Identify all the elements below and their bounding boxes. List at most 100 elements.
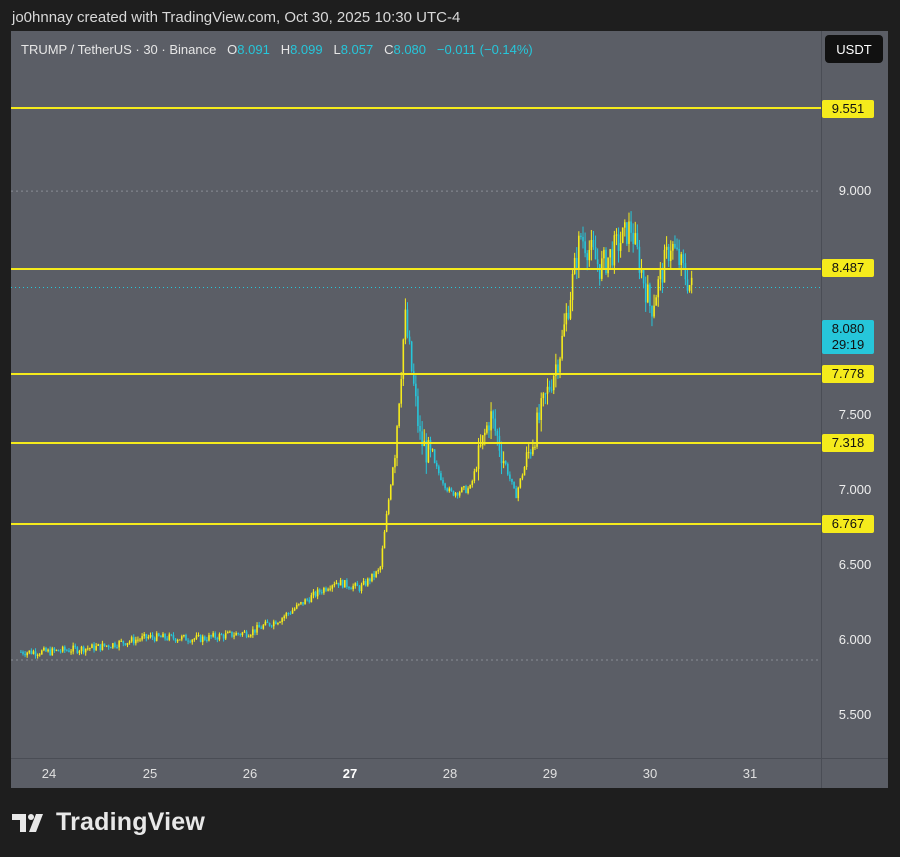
candle-body — [552, 376, 555, 391]
candle-body — [588, 250, 591, 261]
candle-body — [375, 571, 377, 577]
candle-body — [678, 248, 680, 266]
candle-body — [298, 603, 300, 605]
candle-body — [260, 627, 263, 629]
candle-body — [333, 584, 336, 586]
candle-body — [607, 257, 609, 274]
candle-body — [126, 642, 129, 646]
candle-body — [210, 635, 212, 637]
candle-body — [479, 445, 482, 447]
symbol-label[interactable]: TRUMP / TetherUS · 30 · Binance — [21, 42, 217, 57]
candle-body — [289, 613, 292, 615]
candle-body — [291, 610, 294, 614]
candle-body — [91, 644, 93, 649]
candle-body — [513, 481, 515, 489]
candle-body — [160, 635, 162, 638]
x-tick-label: 24 — [41, 766, 57, 781]
candle-body — [446, 488, 448, 492]
candle-body — [452, 490, 455, 496]
candle-body — [619, 242, 622, 251]
candle-body — [456, 492, 459, 496]
candle-body — [189, 641, 191, 643]
chart-frame[interactable]: TRUMP / TetherUS · 30 · Binance O8.091 H… — [11, 31, 888, 788]
x-tick-label: 28 — [442, 766, 458, 781]
candle-body — [521, 475, 524, 479]
candle-body — [151, 635, 154, 638]
level-line-8487[interactable] — [11, 268, 821, 270]
candle-body — [586, 253, 588, 261]
level-tag-9551[interactable]: 9.551 — [822, 100, 874, 118]
candle-body — [30, 650, 33, 654]
candle-body — [686, 279, 689, 291]
candle-body — [256, 624, 258, 633]
level-tag-6767[interactable]: 6.767 — [822, 515, 874, 533]
candle-body — [519, 478, 522, 488]
candle-body — [421, 431, 423, 447]
candle-body — [536, 412, 538, 447]
level-tag-7318[interactable]: 7.318 — [822, 434, 874, 452]
candle-body — [400, 378, 403, 404]
candle-body — [316, 589, 319, 597]
y-tick-label: 7.000 — [838, 482, 872, 497]
candle-body — [669, 250, 672, 261]
level-tag-7778[interactable]: 7.778 — [822, 365, 874, 383]
candle-body — [546, 386, 549, 394]
candle-body — [304, 599, 306, 605]
candle-body — [145, 634, 148, 639]
candle-body — [38, 654, 41, 656]
candle-body — [632, 232, 634, 244]
candle-body — [515, 488, 517, 499]
candle-body — [412, 371, 415, 384]
price-chart-svg — [11, 190, 821, 661]
candle-body — [433, 449, 436, 464]
candle-body — [155, 633, 158, 641]
currency-unit-button[interactable]: USDT — [825, 35, 883, 63]
candle-body — [565, 312, 568, 325]
candle-body — [408, 336, 411, 342]
y-tick-label: 7.500 — [838, 407, 872, 422]
candle-body — [95, 645, 97, 651]
candle-body — [364, 580, 367, 586]
candle-body — [440, 473, 442, 481]
candle-body — [28, 650, 31, 653]
candle-body — [603, 249, 605, 259]
candle-body — [258, 624, 260, 628]
level-tag-8487[interactable]: 8.487 — [822, 259, 874, 277]
candle-body — [548, 386, 551, 390]
x-tick-label: 26 — [242, 766, 258, 781]
candle-body — [615, 234, 618, 236]
candle-body — [563, 324, 566, 336]
ohlc-legend: TRUMP / TetherUS · 30 · Binance O8.091 H… — [21, 42, 533, 57]
level-line-7318[interactable] — [11, 442, 821, 444]
candle-body — [473, 471, 476, 482]
level-line-9551[interactable] — [11, 107, 821, 109]
candle-body — [287, 613, 290, 615]
plot-area[interactable]: TRUMP / TetherUS · 30 · Binance O8.091 H… — [11, 31, 821, 758]
candle-body — [463, 486, 465, 488]
level-line-7778[interactable] — [11, 373, 821, 375]
candle-body — [394, 458, 396, 468]
candle-body — [237, 633, 240, 635]
candle-body — [542, 393, 545, 399]
candle-body — [137, 639, 139, 641]
candle-body — [112, 643, 114, 648]
candle-body — [318, 589, 321, 593]
candle-body — [481, 435, 484, 446]
candle-body — [573, 257, 576, 275]
candle-body — [569, 299, 572, 319]
candle-body — [640, 269, 643, 273]
close-value: 8.080 — [393, 42, 427, 57]
candle-body — [109, 647, 112, 649]
candle-body — [538, 412, 540, 420]
candle-body — [68, 650, 70, 653]
candle-body — [325, 587, 327, 591]
candle-body — [107, 645, 110, 648]
level-line-6767[interactable] — [11, 523, 821, 525]
candle-body — [442, 480, 444, 484]
candle-body — [57, 649, 60, 652]
candle-body — [605, 249, 607, 274]
candle-body — [415, 383, 417, 397]
candle-body — [431, 449, 434, 451]
candle-body — [222, 634, 225, 639]
candle-body — [680, 254, 683, 266]
